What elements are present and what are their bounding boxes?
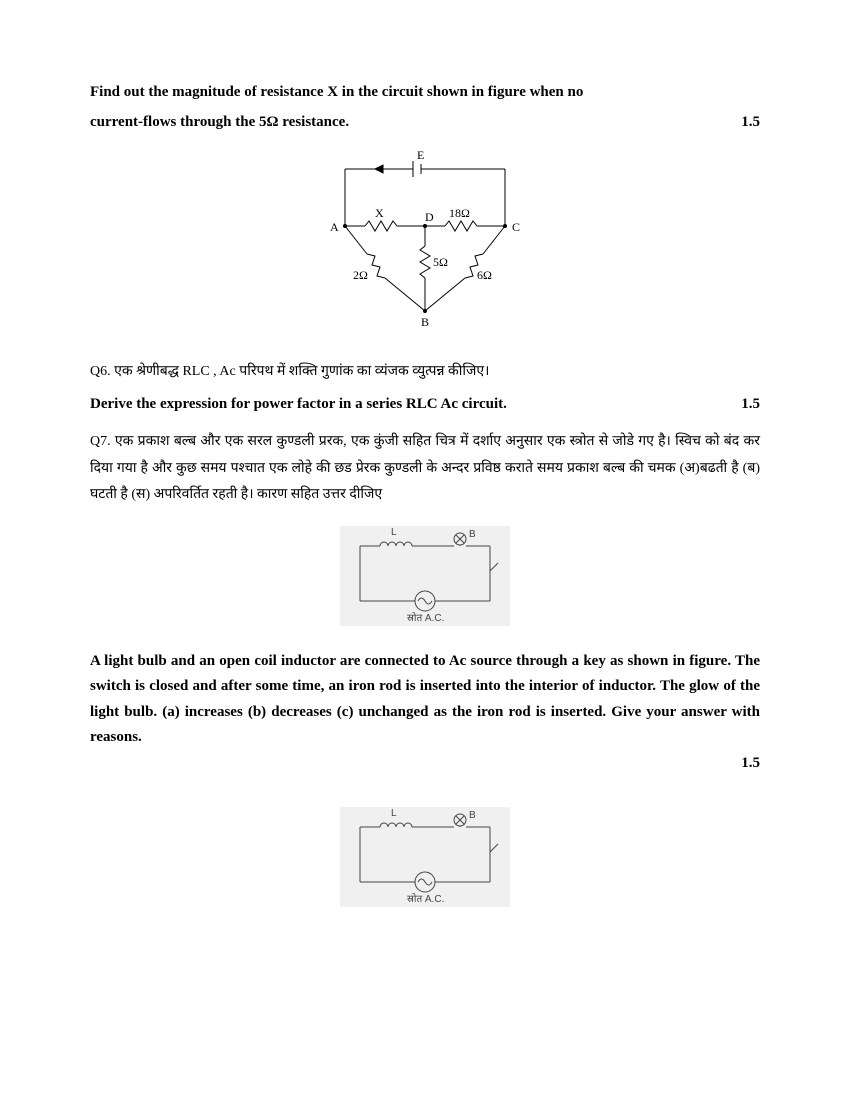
wheatstone-circuit-diagram: E A C B D X 18Ω 2Ω 5Ω 6Ω [305,151,545,341]
svg-text:A: A [330,220,339,234]
q6-prefix: Q6. [90,364,111,379]
svg-text:E: E [417,151,424,162]
svg-text:2Ω: 2Ω [353,268,368,282]
q5-circuit-figure: E A C B D X 18Ω 2Ω 5Ω 6Ω [90,151,760,341]
lc-bulb-circuit-1: L B स्रोत A.C. [335,521,515,631]
svg-text:6Ω: 6Ω [477,268,492,282]
q5-marks: 1.5 [741,114,760,131]
q6-marks: 1.5 [741,396,760,413]
q7-english: A light bulb and an open coil inductor a… [90,649,760,751]
svg-text:5Ω: 5Ω [433,255,448,269]
lc-bulb-circuit-2: L B स्रोत A.C. [335,802,515,912]
svg-text:B: B [421,315,429,329]
svg-text:B: B [469,810,476,821]
svg-text:स्रोत A.C.: स्रोत A.C. [407,612,444,624]
svg-text:C: C [512,220,520,234]
q6-hindi-text: एक श्रेणीबद्ध RLC , Ac परिपथ में शक्ति ग… [114,364,489,379]
svg-text:D: D [425,210,434,224]
svg-text:L: L [391,808,397,819]
q5-english-line1: Find out the magnitude of resistance X i… [90,80,760,106]
q6-english: Derive the expression for power factor i… [90,392,507,418]
q7-circuit-figure-2: L B स्रोत A.C. [90,802,760,912]
svg-text:L: L [391,527,397,538]
q7-prefix: Q7. [90,434,111,449]
q7-hindi-text: एक प्रकाश बल्ब और एक सरल कुण्डली प्ररक, … [90,434,760,502]
svg-text:B: B [469,529,476,540]
svg-text:स्रोत A.C.: स्रोत A.C. [407,893,444,905]
q7-hindi: Q7. एक प्रकाश बल्ब और एक सरल कुण्डली प्र… [90,429,760,509]
q6-hindi: Q6. एक श्रेणीबद्ध RLC , Ac परिपथ में शक्… [90,359,760,386]
q7-circuit-figure-1: L B स्रोत A.C. [90,521,760,631]
q5-english-line2: current-flows through the 5Ω resistance. [90,110,349,136]
svg-text:X: X [375,206,384,220]
svg-text:18Ω: 18Ω [449,206,470,220]
q7-marks: 1.5 [741,755,760,772]
